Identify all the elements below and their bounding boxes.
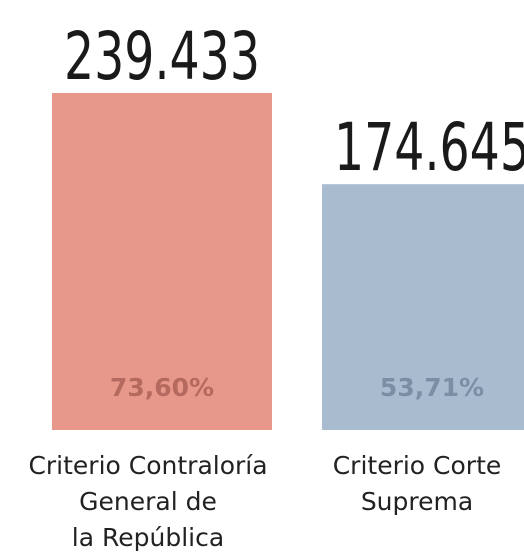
bar-1 [322,184,524,430]
category-label-0-line-1: General de [79,487,217,516]
category-label-0-line-0: Criterio Contraloría [28,451,267,480]
category-label-1-line-0: Criterio Corte [333,451,502,480]
value-label-0: 239.433 [64,18,260,95]
percent-label-0: 73,60% [110,373,214,402]
value-label-1: 174.645 [334,109,524,186]
category-label-0-line-2: la República [72,523,224,552]
category-label-1-line-1: Suprema [361,487,473,516]
bar-0 [52,93,272,430]
percent-label-1: 53,71% [380,373,484,402]
